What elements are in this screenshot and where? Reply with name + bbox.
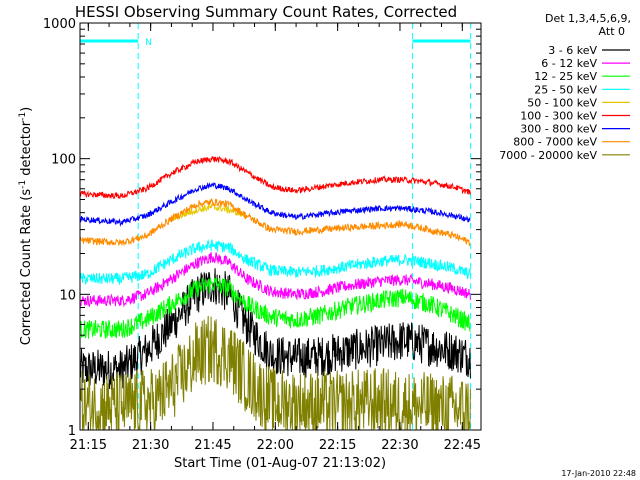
x-tick-label-4: 22:15	[319, 438, 356, 453]
chart-title: HESSI Observing Summary Count Rates, Cor…	[75, 3, 457, 21]
x-tick-label-2: 21:45	[194, 438, 231, 453]
legend-header-2: Att 0	[599, 25, 625, 38]
series-line-3	[79, 238, 471, 285]
plot-area: N	[79, 23, 472, 432]
x-tick-label-1: 21:30	[132, 438, 169, 453]
plot-frame	[79, 22, 482, 431]
legend-header-1: Det 1,3,4,5,6,9,	[545, 12, 631, 25]
legend-label-5: 100 - 300 keV	[520, 110, 597, 123]
x-tick-label-3: 22:00	[257, 438, 294, 453]
legend-label-7: 800 - 7000 keV	[513, 136, 597, 149]
x-axis-ticks: 21:15 21:30 21:45 22:00 22:15 22:30 22:45	[70, 23, 481, 453]
series-line-5	[79, 155, 471, 200]
x-tick-label-5: 22:30	[381, 438, 418, 453]
legend-label-8: 7000 - 20000 keV	[499, 149, 597, 162]
series-line-0	[79, 268, 471, 390]
y-tick-label-2: 100	[51, 153, 76, 168]
timestamp: 17-Jan-2010 22:48	[561, 469, 636, 478]
legend-label-2: 12 - 25 keV	[534, 70, 597, 83]
legend-label-6: 300 - 800 keV	[520, 123, 597, 136]
y-tick-label-3: 1000	[43, 17, 76, 32]
x-tick-label-6: 22:45	[444, 438, 481, 453]
y-axis-ticks: 1 10 100 1000	[43, 17, 481, 439]
x-axis-label: Start Time (01-Aug-07 21:13:02)	[174, 456, 386, 471]
series-line-2	[79, 276, 471, 339]
legend-label-0: 3 - 6 keV	[548, 44, 597, 57]
legend-label-4: 50 - 100 keV	[527, 96, 597, 109]
series-line-6	[79, 182, 471, 227]
series-line-8	[79, 315, 471, 432]
series-line-1	[79, 252, 471, 308]
series-line-7	[79, 197, 471, 246]
night-label: N	[145, 38, 152, 48]
y-tick-label-1: 10	[59, 288, 76, 303]
y-tick-label-0: 1	[68, 424, 76, 439]
legend-label-1: 6 - 12 keV	[541, 57, 597, 70]
legend-label-3: 25 - 50 keV	[534, 83, 597, 96]
y-axis-label: Corrected Count Rate (s-1 detector-1)	[18, 107, 34, 345]
x-tick-label-0: 21:15	[70, 438, 107, 453]
